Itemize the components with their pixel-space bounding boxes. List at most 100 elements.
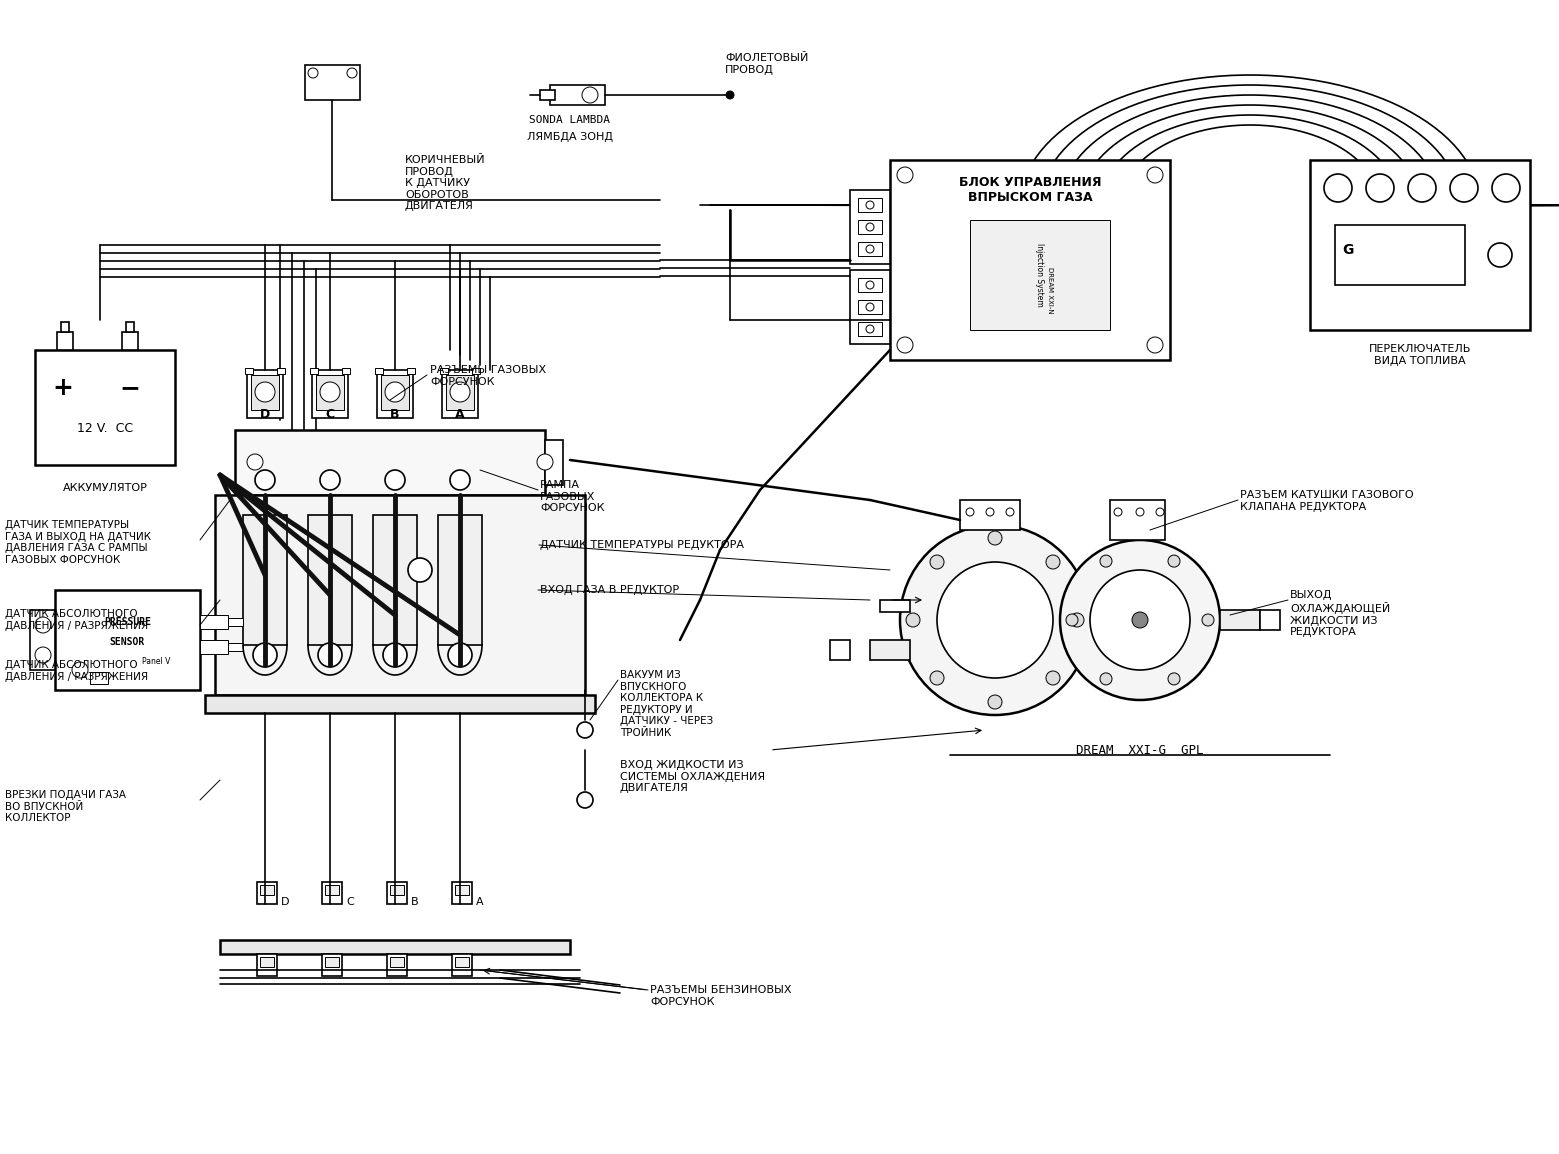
Text: РАЗЪЕМЫ ГАЗОВЫХ
ФОРСУНОК: РАЗЪЕМЫ ГАЗОВЫХ ФОРСУНОК (430, 365, 546, 387)
Text: БЛОК УПРАВЛЕНИЯ
ВПРЫСКОМ ГАЗА: БЛОК УПРАВЛЕНИЯ ВПРЫСКОМ ГАЗА (959, 177, 1101, 204)
Bar (857, 198, 882, 212)
Bar (246, 370, 284, 418)
Bar (200, 615, 228, 629)
Text: ДАТЧИК АБСОЛЮТНОГО
ДАВЛЕНИЯ / РАЗРЯЖЕНИЯ: ДАТЧИК АБСОЛЮТНОГО ДАВЛЕНИЯ / РАЗРЯЖЕНИЯ (5, 660, 148, 682)
Bar (126, 322, 134, 332)
Bar (850, 270, 890, 344)
Bar (257, 882, 278, 904)
Circle shape (320, 470, 340, 490)
Circle shape (384, 643, 407, 667)
Bar (312, 370, 348, 418)
Circle shape (451, 382, 469, 402)
Circle shape (865, 245, 875, 253)
Circle shape (34, 647, 51, 664)
Text: ДАТЧИК ТЕМПЕРАТУРЫ
ГАЗА И ВЫХОД НА ДАТЧИК
ДАВЛЕНИЯ ГАЗА С РАМПЫ
ГАЗОВЫХ ФОРСУНОК: ДАТЧИК ТЕМПЕРАТУРЫ ГАЗА И ВЫХОД НА ДАТЧИ… (5, 520, 151, 565)
Circle shape (318, 643, 341, 667)
Bar (243, 515, 287, 645)
Bar (387, 954, 407, 976)
Bar (341, 368, 351, 374)
Circle shape (931, 555, 945, 569)
Circle shape (1006, 508, 1013, 516)
Circle shape (1115, 508, 1122, 516)
Bar (260, 885, 274, 896)
Circle shape (985, 508, 995, 516)
Bar (407, 368, 415, 374)
Bar (438, 515, 482, 645)
Text: РАМПА
ГАЗОВЫХ
ФОРСУНОК: РАМПА ГАЗОВЫХ ФОРСУНОК (539, 480, 605, 514)
Text: ВХОД ГАЗА В РЕДУКТОР: ВХОД ГАЗА В РЕДУКТОР (539, 585, 680, 595)
Bar (1310, 160, 1529, 330)
Bar (870, 640, 910, 660)
Text: DREAM  XXI-G  GPL: DREAM XXI-G GPL (1076, 743, 1204, 757)
Circle shape (1046, 555, 1060, 569)
Text: КОРИЧНЕВЫЙ
ПРОВОД
К ДАТЧИКУ
ОБОРОТОВ
ДВИГАТЕЛЯ: КОРИЧНЕВЫЙ ПРОВОД К ДАТЧИКУ ОБОРОТОВ ДВИ… (405, 155, 485, 211)
Circle shape (1090, 570, 1190, 670)
Circle shape (1069, 613, 1084, 627)
Circle shape (988, 531, 1002, 545)
Circle shape (865, 201, 875, 209)
Bar (539, 90, 555, 100)
Bar (58, 332, 73, 350)
Text: ДАТЧИК ТЕМПЕРАТУРЫ РЕДУКТОРА: ДАТЧИК ТЕМПЕРАТУРЫ РЕДУКТОРА (539, 540, 744, 550)
Circle shape (1066, 614, 1077, 625)
Circle shape (348, 68, 357, 78)
Circle shape (1168, 673, 1180, 684)
Circle shape (1202, 614, 1214, 625)
Text: G: G (1342, 243, 1353, 257)
Circle shape (931, 670, 945, 685)
Bar (260, 957, 274, 967)
Circle shape (385, 382, 405, 402)
Circle shape (865, 304, 875, 310)
Circle shape (937, 562, 1052, 679)
Text: Injection System: Injection System (1035, 243, 1045, 307)
Bar (34, 350, 175, 465)
Text: ДАТЧИК АБСОЛЮТНОГО
ДАВЛЕНИЯ / РАЗРЯЖЕНИЯ: ДАТЧИК АБСОЛЮТНОГО ДАВЛЕНИЯ / РАЗРЯЖЕНИЯ (5, 609, 148, 631)
Bar (455, 957, 469, 967)
Circle shape (967, 508, 974, 516)
Bar (373, 515, 416, 645)
Bar (452, 882, 472, 904)
Text: 12 V.  CC: 12 V. CC (76, 421, 133, 435)
Circle shape (1168, 555, 1180, 567)
Bar (377, 370, 413, 418)
Bar (200, 640, 228, 654)
Text: ПЕРЕКЛЮЧАТЕЛЬ
ВИДА ТОПЛИВА: ПЕРЕКЛЮЧАТЕЛЬ ВИДА ТОПЛИВА (1369, 344, 1472, 366)
Circle shape (1101, 673, 1112, 684)
Text: SENSOR: SENSOR (109, 637, 145, 647)
Circle shape (536, 454, 553, 470)
Bar (452, 954, 472, 976)
Text: ВАКУУМ ИЗ
ВПУСКНОГО
КОЛЛЕКТОРА К
РЕДУКТОРУ И
ДАТЧИКУ - ЧЕРЕЗ
ТРОЙНИК: ВАКУУМ ИЗ ВПУСКНОГО КОЛЛЕКТОРА К РЕДУКТО… (620, 670, 712, 739)
Circle shape (1101, 555, 1112, 567)
Text: АККУМУЛЯТОР: АККУМУЛЯТОР (62, 484, 148, 493)
Text: D: D (260, 409, 270, 421)
Circle shape (1060, 540, 1221, 700)
Circle shape (1046, 670, 1060, 685)
Text: DREAM XXI-N: DREAM XXI-N (1048, 267, 1052, 314)
Bar (323, 954, 341, 976)
Bar (455, 885, 469, 896)
Circle shape (896, 337, 914, 353)
Bar (440, 368, 447, 374)
Circle shape (896, 167, 914, 183)
Bar (309, 515, 352, 645)
Circle shape (385, 470, 405, 490)
Text: D: D (281, 897, 290, 907)
Circle shape (408, 559, 432, 582)
Circle shape (246, 454, 263, 470)
Bar (1335, 225, 1465, 285)
Bar (228, 643, 243, 651)
Bar (857, 278, 882, 292)
Bar (472, 368, 480, 374)
Text: PRESSURE: PRESSURE (104, 617, 151, 627)
Circle shape (309, 68, 318, 78)
Bar (380, 375, 408, 410)
Bar (376, 368, 384, 374)
Bar (857, 300, 882, 314)
Bar (220, 941, 571, 954)
Bar (278, 368, 285, 374)
Circle shape (582, 87, 599, 103)
Circle shape (34, 617, 51, 634)
Circle shape (1132, 612, 1147, 628)
Circle shape (1492, 174, 1520, 202)
Bar (122, 332, 139, 350)
